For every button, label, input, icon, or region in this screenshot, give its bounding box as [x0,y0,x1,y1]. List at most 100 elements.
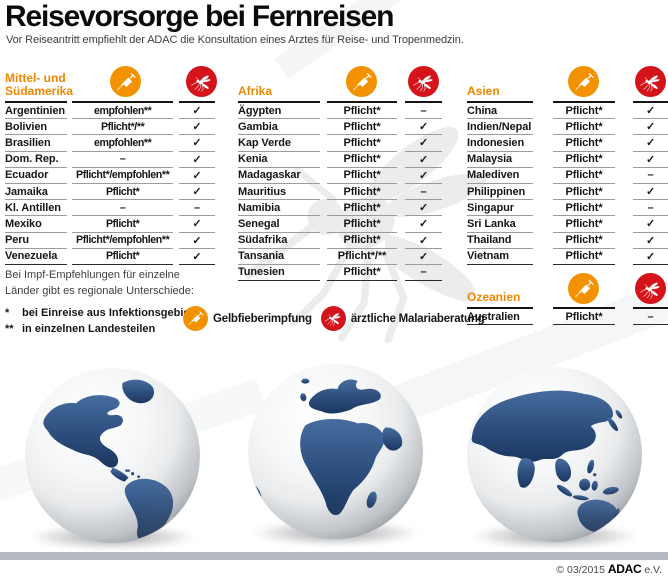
table-mittel-und-suedamerika: Mittel- und Südamerika Argentinien empfohl… [5,62,217,265]
country-cell: Ecuador [5,168,68,184]
table-row: Kl. Antillen – – [5,200,215,217]
malaria-status-cell: ✓ [405,168,442,184]
country-cell: Südafrika [238,233,320,249]
footnote: * bei Einreise aus Infektionsgebiet [5,305,193,321]
table-row: Argentinien empfohlen** ✓ [5,103,215,120]
vaccine-status-cell: Pflicht* [553,103,615,120]
mosquito-icon [186,66,217,97]
table-row: Indonesien Pflicht* ✓ [467,135,668,152]
vaccine-status-cell: Pflicht* [327,135,397,152]
malaria-status-cell: – [405,103,442,120]
vaccine-status-cell: Pflicht* [553,119,615,136]
table-row: Vietnam Pflicht* ✓ [467,249,668,265]
regional-note: Bei Impf-Empfehlungen für einzelne Lände… [5,268,194,299]
vaccine-status-cell: Pflicht* [327,103,397,120]
table-row: Tunesien Pflicht* – [238,265,443,282]
legend-vaccine-label: Gelbfieberimpfung [213,312,312,325]
vaccine-status-cell: Pflicht* [327,168,397,184]
table-row: Mexiko Pflicht* ✓ [5,216,215,233]
vaccine-status-cell: Pflicht* [327,152,397,168]
footnotes: * bei Einreise aus Infektionsgebiet ** i… [5,305,193,337]
country-cell: Kap Verde [238,135,320,152]
malaria-status-cell: – [633,200,668,217]
malaria-status-cell: ✓ [633,184,668,201]
footnote-text: in einzelnen Landesteilen [22,323,156,335]
vaccine-status-cell: Pflicht* [72,184,173,201]
malaria-status-cell: ✓ [178,233,215,249]
vaccine-status-cell: Pflicht* [327,200,397,217]
malaria-status-cell: ✓ [405,249,442,265]
mosquito-icon [635,66,666,97]
globe-americas [24,367,201,550]
table-row: Australien Pflicht* – [467,309,668,326]
country-cell: Argentinien [5,103,68,120]
table-row: Singapur Pflicht* – [467,200,668,217]
table-row: Malaysia Pflicht* ✓ [467,152,668,168]
legend-malaria-label: ärztliche Malariaberatung [350,312,485,325]
region-title: Asien [467,83,500,98]
country-cell: Kl. Antillen [5,200,68,217]
table-row: Thailand Pflicht* ✓ [467,233,668,249]
table-row: Südafrika Pflicht* ✓ [238,233,443,249]
table-row: Jamaika Pflicht* ✓ [5,184,215,201]
country-cell: Mauritius [238,184,320,201]
vaccine-status-cell: – [72,152,173,168]
table-header: Ozeanien [467,272,668,306]
vaccine-status-cell: Pflicht* [72,249,173,265]
malaria-status-cell: ✓ [633,152,668,168]
footnote-text: bei Einreise aus Infektionsgebiet [22,307,194,319]
vaccine-status-cell: Pflicht* [553,184,615,201]
table-row: Peru Pflicht*/empfohlen** ✓ [5,233,215,249]
malaria-status-cell: ✓ [178,184,215,201]
table-row: Tansania Pflicht*/** ✓ [238,249,443,265]
region-title: Ozeanien [467,289,521,304]
vaccine-status-cell: empfohlen** [72,135,173,152]
country-cell: Senegal [238,216,320,233]
vaccine-status-cell: Pflicht* [327,216,397,233]
table-header: Mittel- und Südamerika [5,62,217,100]
vaccine-status-cell: Pflicht* [553,200,615,217]
country-cell: Tunesien [238,265,320,282]
mosquito-icon [320,306,346,331]
malaria-status-cell: – [633,168,668,184]
vaccine-status-cell: Pflicht* [553,152,615,168]
table-row: Mauritius Pflicht* – [238,184,443,201]
malaria-status-cell: ✓ [633,233,668,249]
vaccine-status-cell: Pflicht* [327,184,397,201]
malaria-status-cell: ✓ [178,168,215,184]
vaccine-status-cell: Pflicht* [553,216,615,233]
country-cell: Brasilien [5,135,68,152]
table-row: Kap Verde Pflicht* ✓ [238,135,443,152]
table-row: Kenia Pflicht* ✓ [238,152,443,168]
malaria-status-cell: ✓ [178,216,215,233]
country-cell: Ägypten [238,103,320,120]
country-cell: Gambia [238,119,320,136]
table-row: Indien/Nepal Pflicht* ✓ [467,119,668,136]
country-cell: Indien/Nepal [467,119,533,136]
country-cell: Madagaskar [238,168,320,184]
malaria-status-cell: ✓ [178,135,215,152]
country-cell: Malediven [467,168,533,184]
malaria-status-cell: – [405,265,442,282]
country-cell: Vietnam [467,249,533,265]
syringe-icon [346,66,377,97]
table-afrika: Afrika Ägypten Pflicht* – Gambia Pflicht* ✓ Kap… [238,62,443,282]
malaria-status-cell: ✓ [633,103,668,120]
country-cell: Philippinen [467,184,533,201]
table-row: China Pflicht* ✓ [467,103,668,120]
vaccine-status-cell: empfohlen** [72,103,173,120]
country-cell: Malaysia [467,152,533,168]
malaria-status-cell: ✓ [178,152,215,168]
globe-europe-africa [247,363,424,546]
vaccine-status-cell: – [72,200,173,217]
vaccine-status-cell: Pflicht* [553,233,615,249]
vaccine-status-cell: Pflicht* [72,216,173,233]
copyright-date: © 03/2015 [556,564,605,576]
table-header: Asien [467,62,668,100]
table-asien: Asien China Pflicht* ✓ Indien/Nepal Pflicht* ✓… [467,62,668,265]
table-row: Senegal Pflicht* ✓ [238,216,443,233]
malaria-status-cell: ✓ [633,135,668,152]
table-row: Namibia Pflicht* ✓ [238,200,443,217]
vaccine-status-cell: Pflicht* [553,135,615,152]
header-rule [5,100,215,103]
